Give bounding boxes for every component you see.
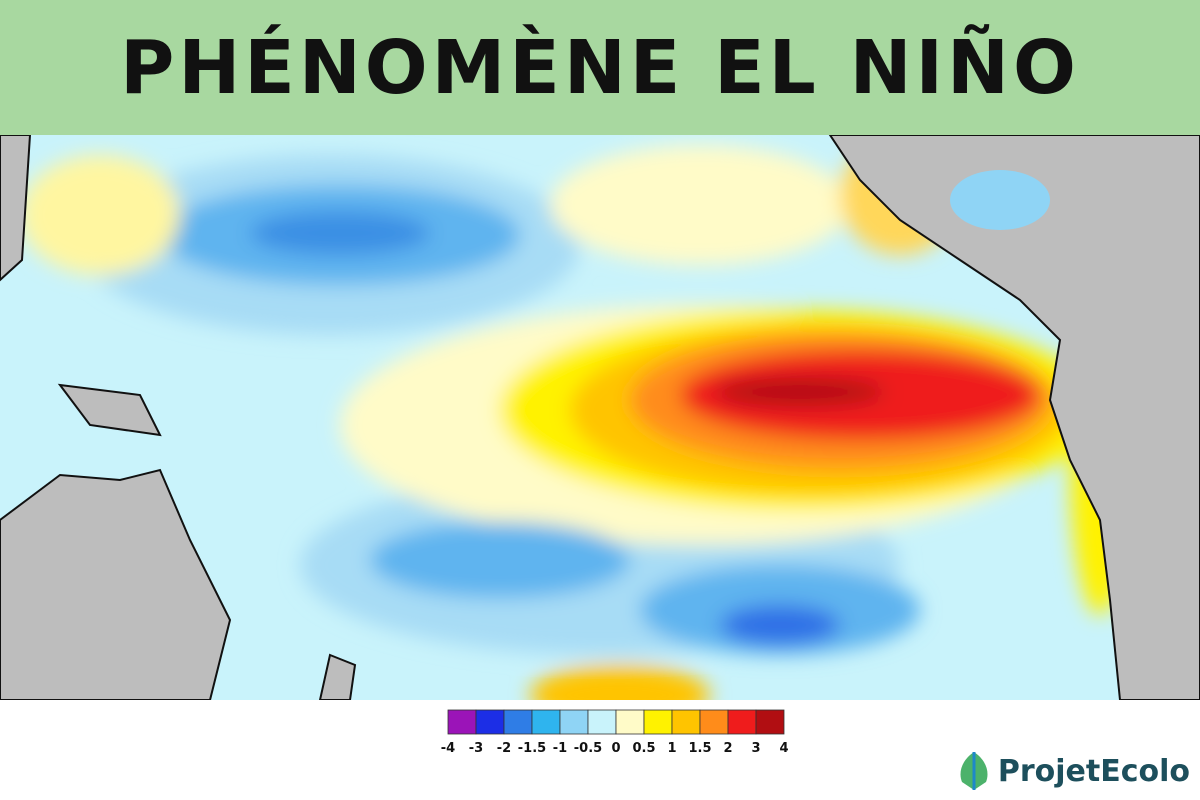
- color-legend: -4 -3 -2 -1.5 -1 -0.5 0 0.5 1 1.5 2 3 4: [441, 709, 789, 756]
- legend-swatch: [615, 709, 645, 735]
- legend-tick-label: 4: [779, 741, 788, 756]
- legend-tick-label: -2: [497, 741, 511, 756]
- legend-tick-label: 0.5: [632, 741, 655, 756]
- legend-tick-label: -3: [469, 741, 483, 756]
- legend-tick-label: 3: [751, 741, 760, 756]
- sst-anomaly-map: [0, 135, 1200, 700]
- legend-swatch: [475, 709, 505, 735]
- logo: ProjetEcolo: [956, 750, 1190, 792]
- legend-tick-label: 2: [723, 741, 732, 756]
- logo-icon: [960, 752, 988, 790]
- legend-tick-label: 1: [667, 741, 676, 756]
- legend-swatch: [447, 709, 477, 735]
- title: PHÉNOMÈNE EL NIÑO: [120, 24, 1080, 111]
- legend-tick-label: -1.5: [518, 741, 546, 756]
- legend-tick-label: 1.5: [688, 741, 711, 756]
- legend-swatch: [503, 709, 533, 735]
- legend-swatch: [671, 709, 701, 735]
- banner: PHÉNOMÈNE EL NIÑO: [0, 0, 1200, 135]
- legend-swatch: [699, 709, 729, 735]
- legend-swatch: [559, 709, 589, 735]
- legend-swatch: [587, 709, 617, 735]
- logo-text: ProjetEcolo: [997, 753, 1190, 789]
- legend-tick-label: -0.5: [574, 741, 602, 756]
- legend-tick-label: -1: [553, 741, 567, 756]
- legend-swatch: [531, 709, 561, 735]
- legend-tick-label: 0: [611, 741, 620, 756]
- legend-swatch: [643, 709, 673, 735]
- legend-swatch: [755, 709, 785, 735]
- legend-tick-label: -4: [441, 741, 455, 756]
- legend-swatch: [727, 709, 757, 735]
